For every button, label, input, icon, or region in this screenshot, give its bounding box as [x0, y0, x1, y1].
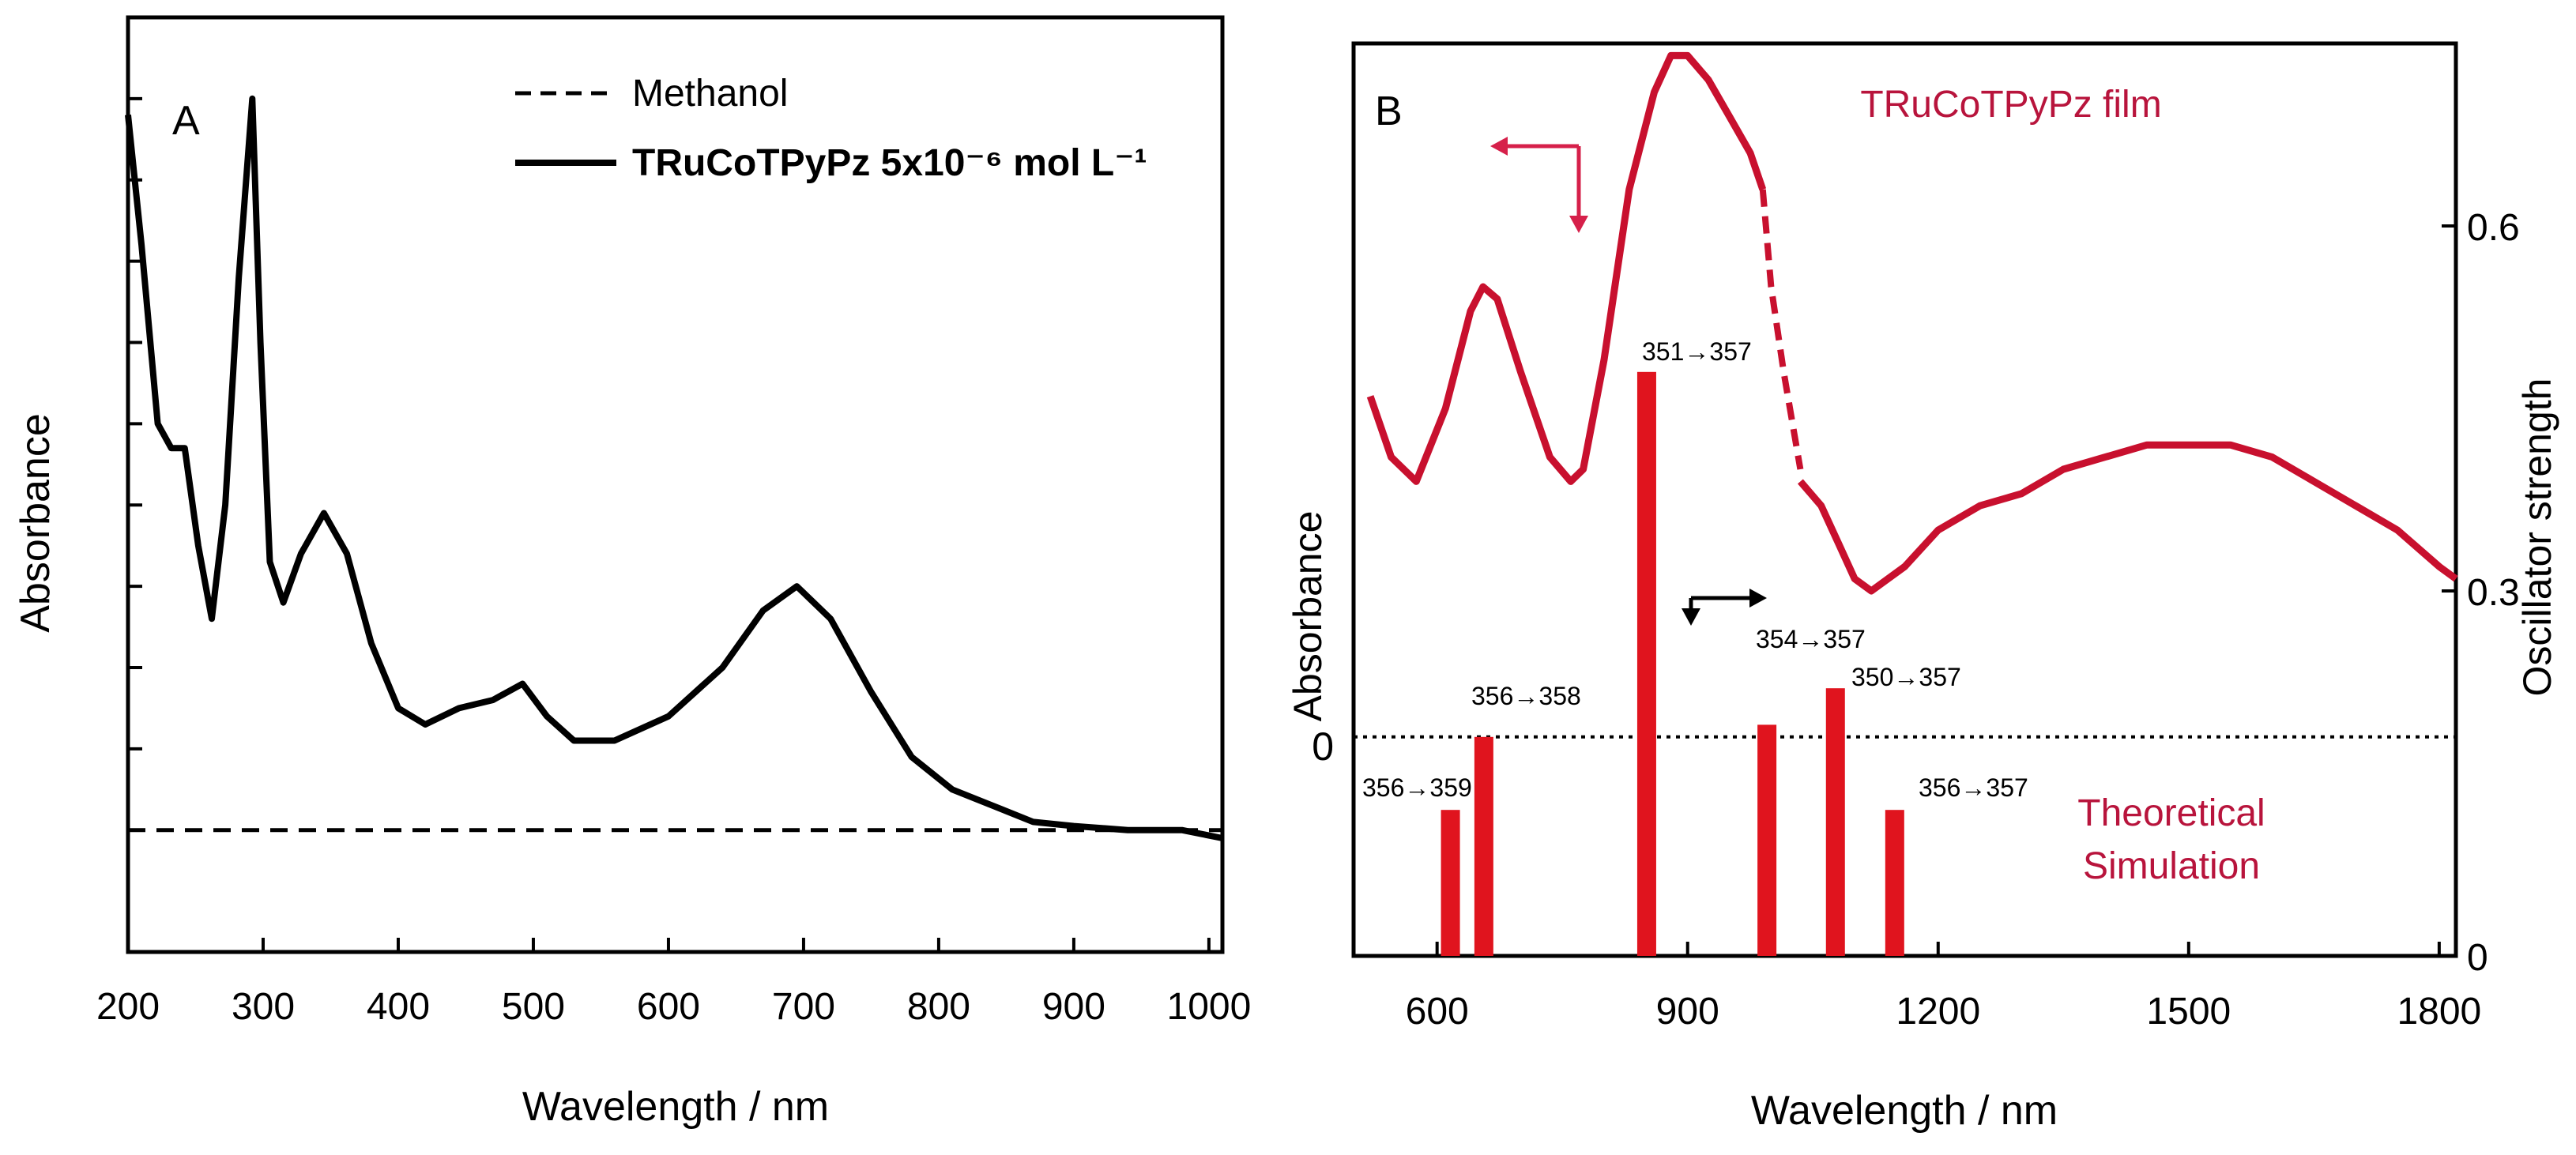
oscillator-bar — [1441, 810, 1460, 956]
panel-a-x-tick-label-400: 400 — [367, 986, 430, 1028]
panel-a-y-axis-label: Absorbance — [13, 413, 58, 633]
panel-b-x-tick-label-1200: 1200 — [1896, 991, 1980, 1033]
panel-a-sample-line — [125, 95, 1223, 841]
panel-b-bar-labels: 356→359 356→358 351→357 354→357 350→357 … — [1362, 337, 2028, 802]
legend-methanol-label: Methanol — [632, 73, 788, 115]
panel-b-plot-frame — [1351, 41, 2458, 958]
oscillator-bar — [1474, 736, 1493, 956]
panel-b-x-ticks: 600 900 1200 1500 1800 — [1406, 942, 2481, 1033]
panel-a-x-tick-label-300: 300 — [232, 986, 295, 1028]
oscillator-bar — [1757, 724, 1777, 956]
panel-b-title: TRuCoTPyPz film — [1860, 84, 2161, 126]
panel-a-x-axis-label: Wavelength / nm — [522, 1084, 829, 1130]
panel-b-left-y-axis-label: Absorbance — [1286, 511, 1330, 722]
annotation-simulation: Simulation — [2083, 845, 2260, 887]
bar-label-350-357: 350→357 — [1851, 663, 1961, 691]
panel-a-x-tick-label-500: 500 — [502, 986, 565, 1028]
panel-a-x-tick-label-700: 700 — [772, 986, 835, 1028]
panel-b-right-tick-label: 0.3 — [2467, 572, 2520, 614]
panel-b-absorbance-line-dashed — [1759, 189, 1804, 470]
panel-a-x-tick-label-1000: 1000 — [1167, 986, 1252, 1028]
bar-label-351-357: 351→357 — [1642, 337, 1752, 366]
oscillator-bar — [1885, 810, 1904, 956]
panel-b-x-tick-label-600: 600 — [1406, 991, 1469, 1033]
legend-sample-label: TRuCoTPyPz 5x10⁻⁶ mol L⁻¹ — [632, 142, 1147, 184]
panel-a-x-ticks: 200 300 400 500 600 700 800 900 1000 — [96, 938, 1251, 1028]
panel-b-x-tick-label-900: 900 — [1656, 991, 1719, 1033]
panel-a-x-tick-label-200: 200 — [96, 986, 160, 1028]
oscillator-bar — [1825, 688, 1845, 956]
bar-label-354-357: 354→357 — [1756, 625, 1866, 653]
panel-a-legend: Methanol TRuCoTPyPz 5x10⁻⁶ mol L⁻¹ — [515, 73, 1147, 184]
panel-b-right-tick-label: 0 — [2467, 937, 2488, 979]
panel-b-right-tick-label: 0.6 — [2467, 207, 2520, 249]
panel-b-absorbance-line-part1 — [1366, 51, 1767, 485]
panel-b-oscillator-bars — [1441, 371, 1904, 956]
panel-b-right-y-ticks: 0 0.3 0.6 — [2442, 207, 2520, 979]
panel-b: 600 900 1200 1500 1800 0 0.3 0.6 0 B TRuCoTPyP… — [1286, 41, 2559, 1134]
bar-label-356-358: 356→358 — [1471, 682, 1581, 710]
panel-a-plot-frame — [126, 15, 1225, 954]
panel-b-x-tick-label-1800: 1800 — [2397, 991, 2481, 1033]
panel-a-x-tick-label-900: 900 — [1042, 986, 1105, 1028]
oscillator-bar — [1636, 371, 1656, 956]
panel-b-x-tick-label-1500: 1500 — [2146, 991, 2231, 1033]
panel-b-right-y-axis-label: Oscillator strength — [2515, 378, 2559, 697]
annotation-theoretical: Theoretical — [2077, 792, 2265, 834]
panel-b-x-axis-label: Wavelength / nm — [1751, 1088, 2058, 1134]
panel-a: 200 300 400 500 600 700 800 900 1000 A Methanol … — [13, 15, 1251, 1130]
red-axis-arrow-icon — [1490, 137, 1588, 233]
panel-a-x-tick-label-600: 600 — [637, 986, 700, 1028]
bar-label-356-359: 356→359 — [1362, 773, 1472, 802]
panel-a-x-tick-label-800: 800 — [907, 986, 970, 1028]
black-axis-arrow-icon — [1682, 589, 1767, 626]
panel-b-left-tick-0: 0 — [1312, 724, 1334, 769]
panel-b-absorbance-line-part2 — [1797, 441, 2458, 595]
panel-a-label: A — [172, 98, 200, 144]
panel-b-label: B — [1375, 88, 1403, 134]
bar-label-356-357: 356→357 — [1919, 773, 2028, 802]
